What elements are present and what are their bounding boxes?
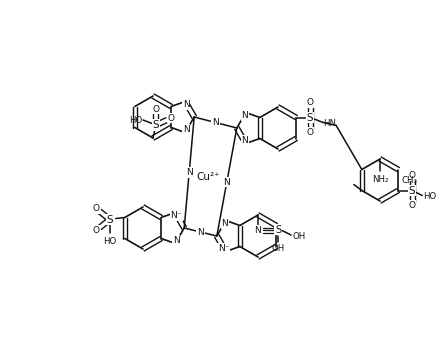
Text: NH₂: NH₂ <box>372 175 388 184</box>
Text: OH: OH <box>293 231 306 240</box>
Text: HO: HO <box>129 116 142 125</box>
Text: O: O <box>167 114 175 122</box>
Text: S: S <box>307 112 314 122</box>
Text: S: S <box>409 186 416 196</box>
Text: N: N <box>241 111 248 120</box>
Text: N: N <box>223 177 230 187</box>
Text: O: O <box>409 201 416 210</box>
Text: N: N <box>173 236 179 245</box>
Text: HO: HO <box>423 192 436 201</box>
Text: N: N <box>183 100 190 109</box>
Text: N: N <box>255 226 261 235</box>
Text: N⁻: N⁻ <box>171 211 182 220</box>
Text: S: S <box>153 120 159 130</box>
Text: CH₃: CH₃ <box>401 176 417 185</box>
Text: HO: HO <box>103 237 117 246</box>
Text: OH: OH <box>272 244 284 253</box>
Text: O: O <box>307 128 314 137</box>
Text: O: O <box>152 105 159 114</box>
Text: S: S <box>106 215 113 225</box>
Text: Cu²⁺: Cu²⁺ <box>196 172 220 182</box>
Text: O: O <box>409 171 416 180</box>
Text: S: S <box>275 225 281 235</box>
Text: N: N <box>241 136 248 145</box>
Text: O: O <box>92 204 99 213</box>
Text: N: N <box>212 118 219 127</box>
Text: HN: HN <box>323 119 336 128</box>
Text: N: N <box>197 227 204 237</box>
Text: N: N <box>222 219 228 228</box>
Text: N⁻: N⁻ <box>218 244 229 253</box>
Text: O: O <box>307 98 314 107</box>
Text: N: N <box>183 125 190 134</box>
Text: N: N <box>186 168 193 177</box>
Text: O: O <box>92 226 99 235</box>
